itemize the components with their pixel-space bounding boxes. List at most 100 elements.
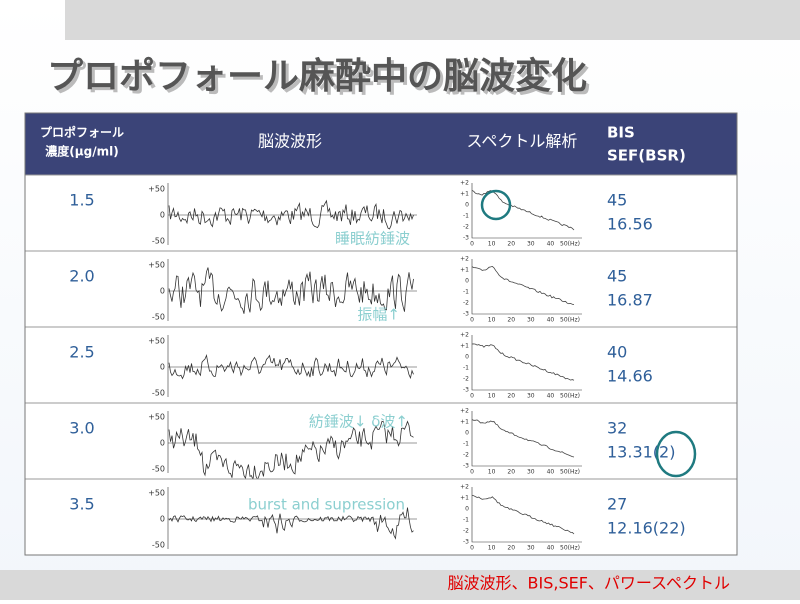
eeg-axis-label: +50 — [148, 185, 165, 194]
header-spectrum: スペクトル解析 — [467, 132, 578, 151]
concentration: 1.5 — [69, 191, 94, 210]
spectrum-axes — [471, 183, 582, 239]
spectrum-x-label: 40 — [547, 469, 555, 476]
spectrum-y-label: 0 — [465, 354, 469, 361]
spectrum-x-label: 10 — [488, 317, 496, 324]
spectrum-trace — [471, 494, 575, 535]
concentration: 2.0 — [69, 267, 94, 286]
eeg-axis-label: -50 — [152, 541, 165, 550]
spectrum-x-label: 40 — [547, 241, 555, 248]
eeg-trace — [168, 199, 414, 230]
eeg-axis-label: 0 — [160, 287, 165, 296]
spectrum-panel — [458, 483, 588, 551]
eeg-panel — [143, 331, 421, 399]
annotation: 振幅↑ — [357, 306, 400, 324]
eeg-panel — [143, 407, 421, 475]
spectrum-trace — [471, 343, 575, 381]
bis-value: 32 — [607, 419, 627, 438]
spectrum-x-label: 50(Hz) — [560, 241, 580, 248]
spectrum-x-label: 30 — [527, 317, 535, 324]
highlight-circle — [655, 430, 697, 478]
bis-value: 27 — [607, 495, 627, 514]
eeg-panel — [143, 483, 421, 551]
eeg-axis-label: 0 — [160, 211, 165, 220]
spectrum-x-label: 10 — [488, 545, 496, 552]
spectrum-x-label: 30 — [527, 545, 535, 552]
spectrum-y-label: 0 — [465, 278, 469, 285]
spectrum-y-label: 0 — [465, 430, 469, 437]
eeg-axis-label: -50 — [152, 237, 165, 246]
header-sef: SEF(BSR) — [607, 147, 686, 165]
eeg-panel — [143, 255, 421, 323]
spectrum-y-label: -1 — [463, 289, 469, 296]
spectrum-panel — [458, 255, 588, 323]
eeg-axis-label: 0 — [160, 439, 165, 448]
title: プロポフォール麻酔中の脳波変化 — [47, 55, 587, 97]
spectrum-y-label: 0 — [465, 506, 469, 513]
spectrum-x-label: 50(Hz) — [560, 545, 580, 552]
sef-value: 16.56 — [607, 215, 653, 234]
bis-value: 40 — [607, 343, 627, 362]
spectrum-y-label: +2 — [460, 408, 469, 415]
annotation: burst and supression — [248, 496, 405, 514]
spectrum-x-label: 20 — [507, 469, 515, 476]
spectrum-y-label: -3 — [463, 235, 469, 242]
top-bar — [65, 0, 800, 40]
eeg-axis-label: +50 — [148, 413, 165, 422]
eeg-axis-label: 0 — [160, 515, 165, 524]
spectrum-x-label: 20 — [507, 393, 515, 400]
sef-value: 16.87 — [607, 291, 653, 310]
header-conc: プロポフォール — [40, 125, 124, 140]
eeg-trace — [168, 420, 414, 481]
spectrum-y-label: -2 — [463, 452, 469, 459]
spectrum-axes — [471, 411, 582, 467]
highlight-circle — [480, 189, 512, 221]
spectrum-y-label: -2 — [463, 300, 469, 307]
concentration: 2.5 — [69, 343, 94, 362]
bis-value: 45 — [607, 267, 627, 286]
spectrum-x-label: 30 — [527, 241, 535, 248]
spectrum-trace — [471, 265, 575, 305]
spectrum-y-label: -3 — [463, 387, 469, 394]
spectrum-x-label: 0 — [470, 545, 474, 552]
annotation: 紡錘波↓ δ波↑ — [309, 413, 408, 431]
spectrum-trace — [471, 419, 575, 458]
spectrum-x-label: 50(Hz) — [560, 469, 580, 476]
spectrum-x-label: 0 — [470, 241, 474, 248]
spectrum-y-label: -3 — [463, 463, 469, 470]
spectrum-y-label: -3 — [463, 311, 469, 318]
spectrum-x-label: 20 — [507, 317, 515, 324]
spectrum-y-label: -1 — [463, 441, 469, 448]
spectrum-y-label: +1 — [460, 419, 469, 426]
concentration: 3.0 — [69, 419, 94, 438]
eeg-trace — [168, 267, 414, 314]
bis-value: 45 — [607, 191, 627, 210]
eeg-axis-label: -50 — [152, 313, 165, 322]
spectrum-y-label: -2 — [463, 224, 469, 231]
spectrum-x-label: 40 — [547, 393, 555, 400]
spectrum-y-label: -1 — [463, 517, 469, 524]
spectrum-x-label: 10 — [488, 393, 496, 400]
spectrum-y-label: +1 — [460, 495, 469, 502]
eeg-axis-label: -50 — [152, 465, 165, 474]
spectrum-y-label: -2 — [463, 528, 469, 535]
spectrum-x-label: 40 — [547, 317, 555, 324]
eeg-axis-label: -50 — [152, 389, 165, 398]
spectrum-x-label: 50(Hz) — [560, 317, 580, 324]
eeg-trace — [168, 353, 414, 380]
footer: 脳波波形、BIS,SEF、パワースペクトル — [448, 574, 731, 593]
spectrum-x-label: 50(Hz) — [560, 393, 580, 400]
spectrum-x-label: 0 — [470, 469, 474, 476]
spectrum-x-label: 0 — [470, 317, 474, 324]
spectrum-y-label: 0 — [465, 202, 469, 209]
sef-value: 12.16(22) — [607, 519, 686, 538]
spectrum-x-label: 40 — [547, 545, 555, 552]
spectrum-x-label: 30 — [527, 393, 535, 400]
spectrum-x-label: 20 — [507, 241, 515, 248]
sef-value: 13.31(2) — [607, 443, 675, 462]
table-header — [25, 113, 737, 175]
spectrum-y-label: +2 — [460, 332, 469, 339]
spectrum-x-label: 0 — [470, 393, 474, 400]
spectrum-y-label: +1 — [460, 267, 469, 274]
eeg-axis-label: +50 — [148, 337, 165, 346]
